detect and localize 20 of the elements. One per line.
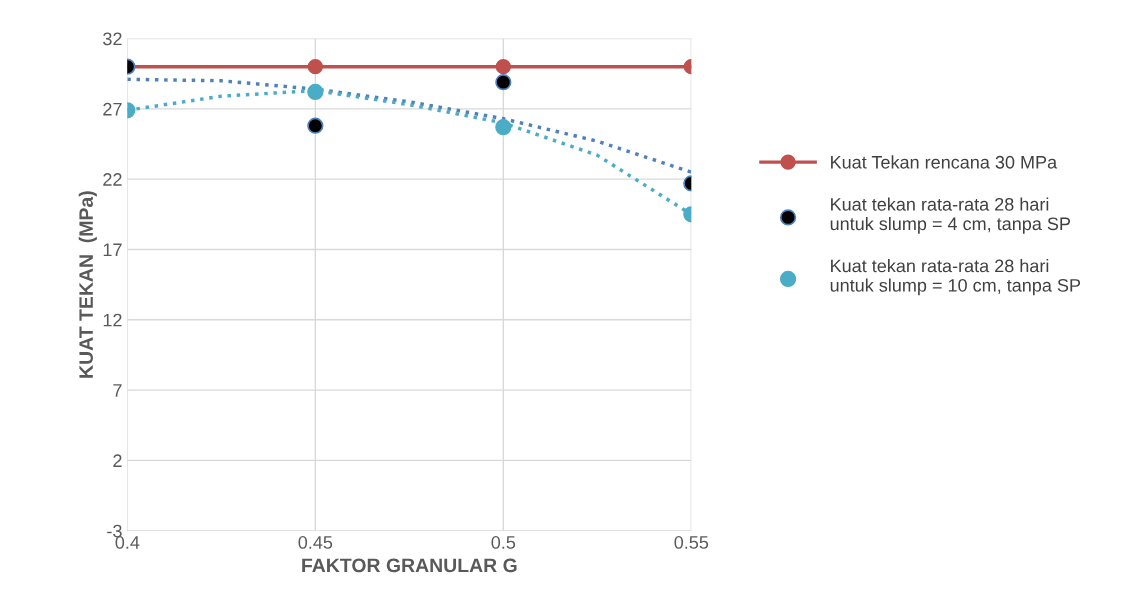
x-tick-label: 0.5 xyxy=(491,536,516,549)
point xyxy=(495,59,511,75)
legend-label: Kuat tekan rata-rata 28 hari untuk slump = 4 cm, tanpa SP xyxy=(830,197,1071,234)
y-tick-label: 7 xyxy=(113,384,122,397)
y-tick-label: 32 xyxy=(103,32,122,46)
legend-label: Kuat tekan rata-rata 28 hari untuk slump = 10 cm, tanpa SP xyxy=(830,259,1081,296)
y-tick-label: 27 xyxy=(103,102,122,116)
line-series xyxy=(127,77,692,174)
x-tick-label: 0.45 xyxy=(298,536,333,549)
x-tick-label: 0.4 xyxy=(115,536,140,549)
point xyxy=(307,59,323,75)
x-tick-label: 0.55 xyxy=(674,536,709,549)
y-axis-title: KUAT TEKAN (MPa) xyxy=(78,191,97,378)
y-tick-label: 22 xyxy=(103,173,122,186)
y-tick-label: 12 xyxy=(103,313,122,327)
y-tick-label: 2 xyxy=(113,454,122,467)
y-tick-label: 17 xyxy=(103,243,122,257)
y-tick-label: -3 xyxy=(107,524,122,538)
x-axis-title: FAKTOR GRANULAR G xyxy=(302,558,517,573)
legend-label: Kuat Tekan rencana 30 MPa xyxy=(831,155,1058,169)
